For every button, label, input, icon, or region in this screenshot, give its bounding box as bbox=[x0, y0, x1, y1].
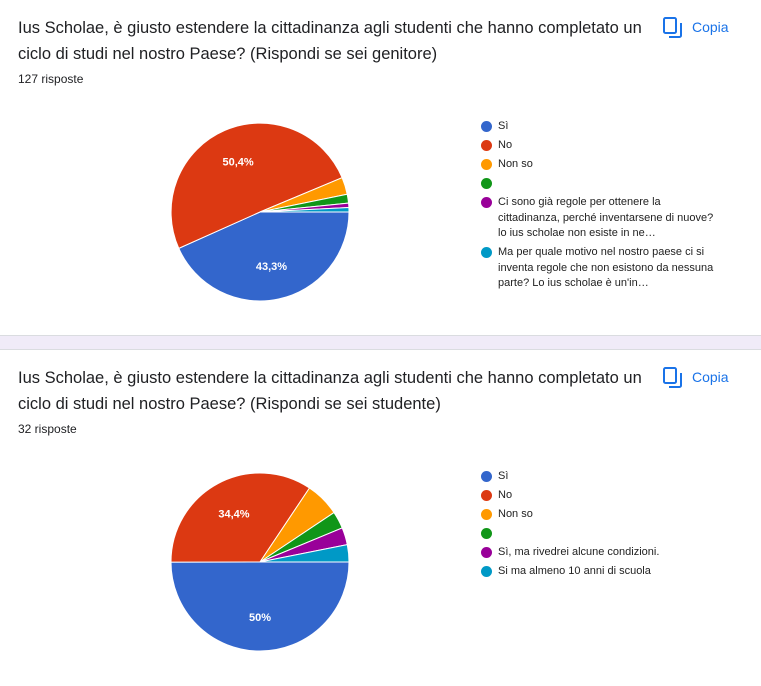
legend-item: Sì bbox=[481, 119, 721, 135]
pie-chart: 43,3% 50,4% bbox=[170, 122, 350, 302]
pie-chart: 50% 34,4% bbox=[170, 472, 350, 652]
legend-swatch bbox=[481, 528, 492, 539]
legend-swatch bbox=[481, 247, 492, 258]
pie-data-label: 50,4% bbox=[222, 156, 253, 168]
copy-chart-button[interactable]: Copia bbox=[663, 14, 729, 40]
legend-label: Ma per quale motivo nel nostro paese ci … bbox=[498, 246, 714, 289]
pie-data-label: 43,3% bbox=[256, 261, 287, 273]
copy-icon bbox=[663, 16, 682, 38]
card-separator bbox=[0, 335, 761, 350]
pie-data-label: 50% bbox=[249, 612, 271, 624]
legend-item: Sì, ma rivedrei alcune condizioni. bbox=[481, 545, 721, 561]
legend-item: No bbox=[481, 138, 721, 154]
legend-label: No bbox=[498, 139, 513, 151]
question-title: Ius Scholae, è giusto estendere la citta… bbox=[18, 369, 642, 413]
legend-swatch bbox=[481, 547, 492, 558]
response-count: 32 risposte bbox=[18, 422, 77, 436]
legend-swatch bbox=[481, 566, 492, 577]
legend-label: No bbox=[498, 489, 513, 501]
pie-slice bbox=[259, 544, 350, 563]
pie-data-label: 34,4% bbox=[218, 508, 249, 520]
chart-legend: Sì No Non so Sì, ma rivedrei alcune condizi… bbox=[481, 469, 721, 583]
legend-label: Non so bbox=[498, 158, 533, 170]
legend-label: Sì bbox=[498, 470, 509, 482]
legend-label: Ci sono già regole per ottenere la citta… bbox=[498, 196, 714, 239]
legend-swatch bbox=[481, 178, 492, 189]
legend-item bbox=[481, 176, 721, 192]
legend-label: Sì bbox=[498, 120, 509, 132]
pie-slice bbox=[170, 472, 311, 563]
legend-swatch bbox=[481, 509, 492, 520]
legend-swatch bbox=[481, 490, 492, 501]
legend-label: Non so bbox=[498, 508, 533, 520]
pie-slice bbox=[170, 122, 343, 250]
legend-item: Non so bbox=[481, 507, 721, 523]
response-count: 127 risposte bbox=[18, 72, 84, 86]
pie-slice bbox=[170, 561, 350, 652]
legend-item: Ci sono già regole per ottenere la citta… bbox=[481, 195, 721, 242]
legend-item: Sì bbox=[481, 469, 721, 485]
legend-item: Non so bbox=[481, 157, 721, 173]
legend-item: Si ma almeno 10 anni di scuola bbox=[481, 564, 721, 580]
pie-slice bbox=[259, 207, 350, 213]
copy-icon bbox=[663, 366, 682, 388]
question-title: Ius Scholae, è giusto estendere la citta… bbox=[18, 19, 642, 63]
legend-item: Ma per quale motivo nel nostro paese ci … bbox=[481, 245, 721, 292]
copy-chart-button[interactable]: Copia bbox=[663, 364, 729, 390]
pie-slice bbox=[178, 211, 350, 302]
legend-swatch bbox=[481, 197, 492, 208]
legend-label: Sì, ma rivedrei alcune condizioni. bbox=[498, 546, 660, 558]
legend-label: Si ma almeno 10 anni di scuola bbox=[498, 565, 651, 577]
copy-label: Copia bbox=[692, 369, 729, 385]
legend-swatch bbox=[481, 121, 492, 132]
legend-swatch bbox=[481, 159, 492, 170]
legend-item: No bbox=[481, 488, 721, 504]
chart-legend: Sì No Non so Ci sono già regole per ottener… bbox=[481, 119, 721, 295]
legend-swatch bbox=[481, 140, 492, 151]
copy-label: Copia bbox=[692, 19, 729, 35]
legend-swatch bbox=[481, 471, 492, 482]
summary-card: Ius Scholae, è giusto estendere la citta… bbox=[0, 350, 761, 686]
summary-card: Ius Scholae, è giusto estendere la citta… bbox=[0, 0, 761, 335]
legend-item bbox=[481, 526, 721, 542]
